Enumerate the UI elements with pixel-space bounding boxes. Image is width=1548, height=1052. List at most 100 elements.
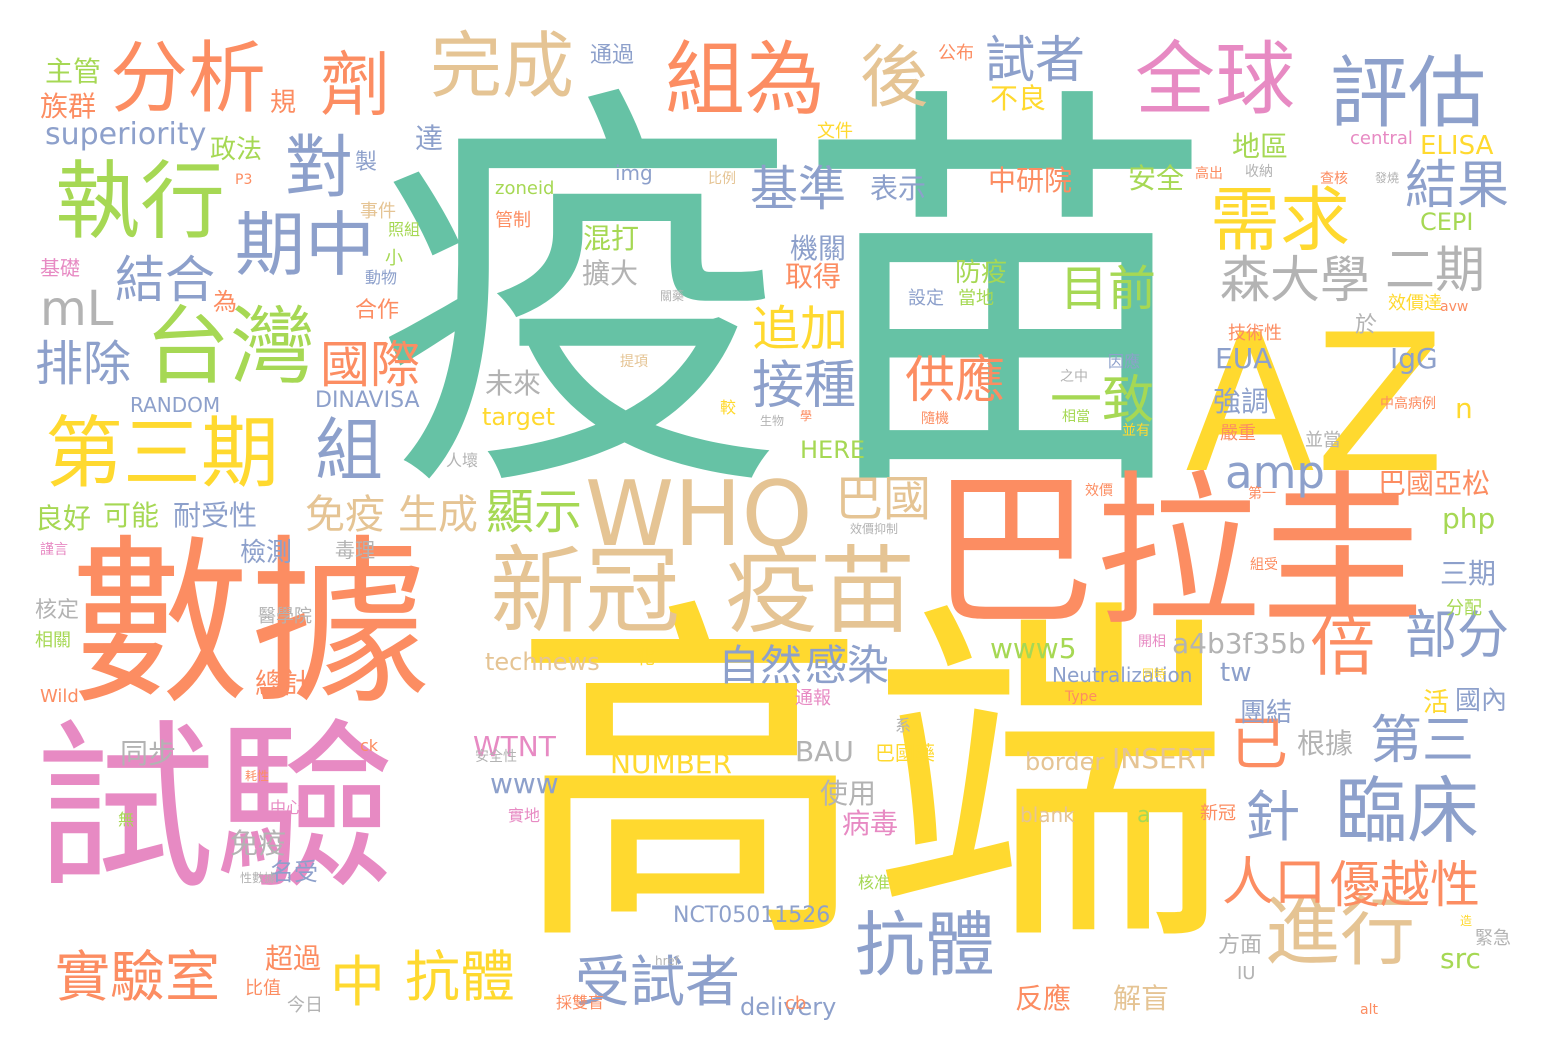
- word-154: 基礎: [40, 256, 80, 280]
- word-63: 製: [355, 150, 378, 175]
- word-141: img: [615, 161, 653, 185]
- word-22: 需求: [1210, 179, 1350, 261]
- word-73: 地區: [1232, 130, 1289, 163]
- word-95: 良好: [35, 502, 92, 535]
- word-68: 文件: [817, 121, 853, 142]
- word-103: www5: [990, 632, 1077, 665]
- word-46: 優越性: [1330, 856, 1480, 914]
- word-106: 團結: [1240, 698, 1293, 728]
- word-38: mL: [40, 281, 114, 337]
- word-81: 擴大: [582, 257, 639, 290]
- word-115: 同步: [120, 737, 177, 770]
- word-19: 對: [285, 129, 354, 208]
- word-121: a: [1137, 803, 1151, 828]
- word-92: 三期: [1440, 557, 1497, 590]
- word-105: tw: [1220, 658, 1252, 688]
- word-186: 中心: [270, 798, 303, 817]
- word-178: Type: [1065, 689, 1098, 705]
- word-62: 政法: [210, 135, 263, 165]
- word-159: 查核: [1320, 171, 1348, 187]
- word-130: delivery: [740, 993, 837, 1021]
- word-23: 巴國: [835, 471, 932, 527]
- word-44: 已: [1230, 710, 1289, 778]
- word-29: 倍: [1310, 610, 1376, 685]
- word-64: 達: [415, 122, 444, 155]
- word-98: 核定: [35, 598, 80, 623]
- word-166: 相當: [1062, 409, 1090, 425]
- word-32: 中: [330, 950, 386, 1014]
- word-77: 當地: [958, 288, 994, 309]
- word-170: 並當: [1305, 430, 1341, 451]
- word-198: 生物: [760, 414, 785, 428]
- word-195: Wild: [40, 686, 79, 707]
- word-123: 新冠: [1200, 803, 1236, 824]
- word-39: 森大學: [1220, 251, 1370, 309]
- word-24: 目前: [1060, 261, 1157, 317]
- word-153: HERE: [800, 436, 866, 464]
- word-14: 完成: [430, 24, 575, 108]
- word-36: 排除: [35, 336, 132, 392]
- word-34: 受試者: [575, 950, 741, 1014]
- word-4: 巴拉圭: [930, 456, 1425, 648]
- word-192: 人壞: [446, 451, 479, 470]
- word-96: 檢測: [240, 538, 293, 568]
- word-78: 機關: [790, 232, 847, 265]
- word-126: 比值: [245, 978, 281, 999]
- word-7: 新冠: [490, 537, 681, 647]
- word-142: zoneid: [495, 178, 555, 199]
- word-56: 結果: [1405, 156, 1510, 216]
- word-27: 臨床: [1335, 769, 1480, 853]
- word-163: 提項: [620, 354, 648, 370]
- word-49: 追加: [752, 301, 849, 357]
- word-87: 效價達: [1388, 293, 1442, 314]
- word-158: 收納: [1245, 164, 1273, 180]
- word-108: 國內: [1455, 686, 1508, 716]
- word-151: DINAVISA: [315, 388, 420, 413]
- word-122: blank: [1020, 803, 1075, 827]
- word-59: 主管: [45, 55, 102, 88]
- word-89: 於: [1355, 313, 1378, 338]
- word-189: 謹言: [40, 542, 68, 558]
- word-110: BAU: [795, 735, 854, 768]
- word-167: 隨機: [921, 411, 949, 427]
- word-43: 針: [1245, 785, 1301, 849]
- word-129: 解盲: [1113, 982, 1170, 1015]
- word-120: 名受: [270, 858, 318, 886]
- word-190: 學: [800, 409, 813, 423]
- word-28: 進行: [1265, 888, 1416, 976]
- word-84: IgG: [1390, 342, 1438, 375]
- word-31: 實驗室: [55, 945, 221, 1009]
- word-160: 發燒: [1375, 171, 1400, 185]
- word-41: 部分: [1405, 606, 1510, 666]
- word-12: 分析: [110, 34, 267, 124]
- word-184: 安全性: [475, 749, 517, 765]
- word-162: avw: [1440, 299, 1469, 315]
- word-168: 中高病例: [1380, 396, 1436, 412]
- word-197: 關藥: [660, 289, 685, 303]
- word-75: 防疫: [955, 258, 1008, 288]
- word-37: 國際: [320, 336, 420, 394]
- word-157: 高出: [1195, 166, 1223, 182]
- word-2: 數據: [70, 520, 431, 729]
- word-187: 無: [118, 810, 135, 829]
- word-172: 並有: [1122, 423, 1150, 439]
- word-21: 組: [315, 412, 384, 491]
- word-181: 巴國藥: [875, 741, 935, 765]
- word-35: 結合: [115, 251, 215, 309]
- word-97: 毒理: [335, 538, 375, 562]
- word-128: 反應: [1015, 982, 1072, 1015]
- word-30: 抗體: [855, 904, 995, 986]
- word-134: IU: [1237, 963, 1256, 984]
- word-16: 後: [860, 39, 929, 118]
- word-133: 方面: [1218, 933, 1263, 958]
- word-111: INSERT: [1112, 742, 1212, 775]
- word-107: 活: [1423, 688, 1450, 718]
- word-150: RANDOM: [130, 393, 221, 417]
- word-132: 採雙盲: [556, 993, 605, 1012]
- word-9: 執行: [55, 153, 226, 252]
- word-117: 使用: [820, 777, 877, 810]
- word-147: 動物: [365, 268, 398, 287]
- word-42: 第三: [1370, 711, 1475, 771]
- word-20: 期中: [235, 204, 375, 286]
